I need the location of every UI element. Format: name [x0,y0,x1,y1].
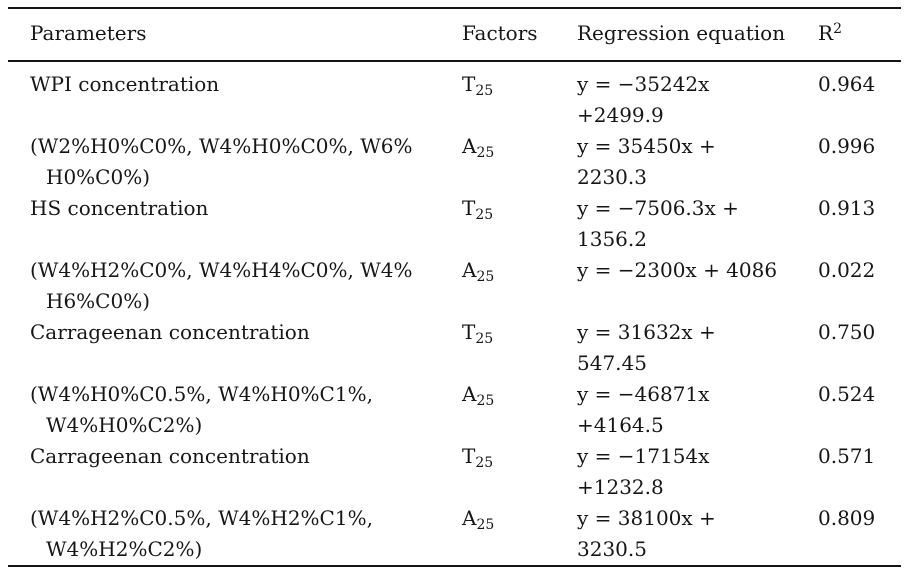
r-squared-cell: 0.571 [818,444,876,468]
equation-line2: 2230.3 [577,165,647,189]
factor-base: A [462,258,477,282]
equation-line1: y = −17154x [577,444,710,468]
parameter-line1: (W2%H0%C0%, W4%H0%C0%, W6% [30,134,413,158]
factor-cell: A25 [462,255,577,317]
parameter-line1: Carrageenan concentration [30,320,310,344]
equation-line1: y = 35450x + [577,134,716,158]
equation-cell: y = −46871x +4164.5 [577,379,818,441]
col-header-parameters: Parameters [8,8,462,62]
table-row: HS concentration T25 y = −7506.3x + 1356… [8,193,901,255]
parameter-cell: WPI concentration [8,61,462,131]
table-row: (W4%H2%C0%, W4%H4%C0%, W4% H6%C0%) A25 y… [8,255,901,317]
factor-cell: T25 [462,61,577,131]
parameter-cell: (W2%H0%C0%, W4%H0%C0%, W6% H0%C0%) [8,131,462,193]
equation-cell: y = 38100x + 3230.5 [577,503,818,566]
parameter-cell: (W4%H2%C0.5%, W4%H2%C1%, W4%H2%C2%) [8,503,462,566]
equation-line2: 1356.2 [577,227,647,251]
r-squared-cell: 0.964 [818,72,876,96]
factor-subscript: 25 [475,207,494,223]
table-row: WPI concentration T25 y = −35242x +2499.… [8,61,901,131]
parameter-cell: (W4%H2%C0%, W4%H4%C0%, W4% H6%C0%) [8,255,462,317]
header-row: Parameters Factors Regression equation R… [8,8,901,62]
factor-subscript: 25 [475,83,494,99]
r-squared-cell: 0.996 [818,134,876,158]
equation-line1: y = 31632x + [577,320,716,344]
equation-line1: y = −46871x [577,382,710,406]
factor-base: A [462,382,477,406]
factor-base: T [462,72,476,96]
col-header-r-squared: R2 [818,8,901,62]
parameter-cell: Carrageenan concentration [8,317,462,379]
factor-base: T [462,320,476,344]
equation-line2: 547.45 [577,351,647,375]
equation-line1: y = −7506.3x + [577,196,739,220]
equation-line2: +1232.8 [577,475,664,499]
table-body: WPI concentration T25 y = −35242x +2499.… [8,61,901,566]
factor-base: T [462,444,476,468]
equation-cell: y = −7506.3x + 1356.2 [577,193,818,255]
factor-base: A [462,506,477,530]
equation-line1: y = −2300x + 4086 [577,258,778,282]
equation-cell: y = 35450x + 2230.3 [577,131,818,193]
equation-line2: +2499.9 [577,103,664,127]
parameter-line2: H0%C0%) [46,165,151,189]
equation-line2: 3230.5 [577,537,647,561]
factor-cell: T25 [462,441,577,503]
equation-line1: y = −35242x [577,72,710,96]
factor-cell: A25 [462,131,577,193]
parameter-cell: HS concentration [8,193,462,255]
r-squared-cell: 0.809 [818,506,876,530]
regression-results-table: Parameters Factors Regression equation R… [8,7,901,567]
table-header: Parameters Factors Regression equation R… [8,8,901,62]
equation-cell: y = −17154x +1232.8 [577,441,818,503]
table-row: Carrageenan concentration T25 y = 31632x… [8,317,901,379]
factor-base: T [462,196,476,220]
equation-line1: y = 38100x + [577,506,716,530]
parameter-line1: (W4%H2%C0%, W4%H4%C0%, W4% [30,258,413,282]
parameter-cell: (W4%H0%C0.5%, W4%H0%C1%, W4%H0%C2%) [8,379,462,441]
r-squared-cell: 0.022 [818,258,876,282]
factor-subscript: 25 [475,331,494,347]
col-header-factors: Factors [462,8,577,62]
factor-cell: T25 [462,317,577,379]
col-header-regression-equation: Regression equation [577,8,818,62]
factor-cell: T25 [462,193,577,255]
r-squared-cell: 0.524 [818,382,876,406]
factor-subscript: 25 [476,517,495,533]
factor-subscript: 25 [475,455,494,471]
r-squared-base: R [818,21,834,45]
parameter-line2: W4%H2%C2%) [46,537,203,561]
factor-base: A [462,134,477,158]
r-squared-cell: 0.913 [818,196,876,220]
parameter-line1: Carrageenan concentration [30,444,310,468]
equation-cell: y = 31632x + 547.45 [577,317,818,379]
factor-subscript: 25 [476,145,495,161]
parameter-line2: W4%H0%C2%) [46,413,203,437]
r-squared-cell: 0.750 [818,320,876,344]
table-row: (W4%H2%C0.5%, W4%H2%C1%, W4%H2%C2%) A25 … [8,503,901,566]
table-row: Carrageenan concentration T25 y = −17154… [8,441,901,503]
table-row: (W2%H0%C0%, W4%H0%C0%, W6% H0%C0%) A25 y… [8,131,901,193]
equation-line2: +4164.5 [577,413,664,437]
equation-cell: y = −35242x +2499.9 [577,61,818,131]
parameter-line1: HS concentration [30,196,209,220]
parameter-line1: WPI concentration [30,72,220,96]
parameter-line2: H6%C0%) [46,289,151,313]
factor-cell: A25 [462,503,577,566]
parameter-line1: (W4%H2%C0.5%, W4%H2%C1%, [30,506,373,530]
factor-cell: A25 [462,379,577,441]
r-squared-exponent: 2 [833,21,842,37]
parameter-line1: (W4%H0%C0.5%, W4%H0%C1%, [30,382,373,406]
table-row: (W4%H0%C0.5%, W4%H0%C1%, W4%H0%C2%) A25 … [8,379,901,441]
factor-subscript: 25 [476,269,495,285]
equation-cell: y = −2300x + 4086 [577,255,818,317]
factor-subscript: 25 [476,393,495,409]
parameter-cell: Carrageenan concentration [8,441,462,503]
